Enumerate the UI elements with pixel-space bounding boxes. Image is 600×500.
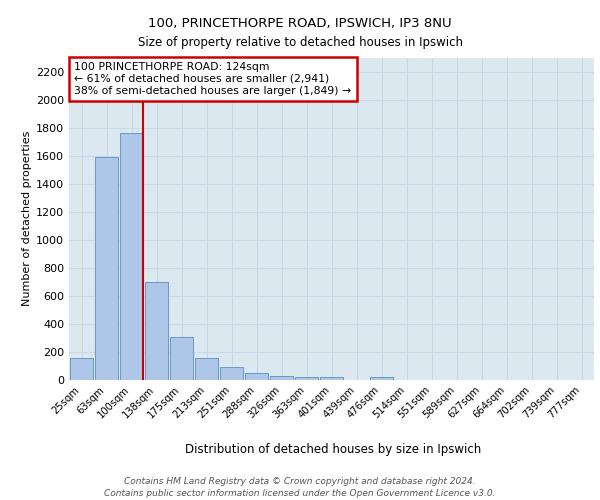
Y-axis label: Number of detached properties: Number of detached properties [22, 131, 32, 306]
Text: Distribution of detached houses by size in Ipswich: Distribution of detached houses by size … [185, 442, 481, 456]
Text: 100, PRINCETHORPE ROAD, IPSWICH, IP3 8NU: 100, PRINCETHORPE ROAD, IPSWICH, IP3 8NU [148, 18, 452, 30]
Bar [120, 133, 143, 380]
Bar [95, 157, 118, 380]
Bar [70, 358, 93, 380]
Text: Size of property relative to detached houses in Ipswich: Size of property relative to detached ho… [137, 36, 463, 49]
Bar [370, 377, 393, 380]
Text: Contains HM Land Registry data © Crown copyright and database right 2024.: Contains HM Land Registry data © Crown c… [124, 478, 476, 486]
Bar [170, 336, 193, 380]
Bar [195, 358, 218, 380]
Bar [270, 376, 293, 380]
Bar [145, 282, 168, 380]
Bar [220, 368, 243, 380]
Bar [295, 377, 318, 380]
Bar [245, 373, 268, 380]
Text: Contains public sector information licensed under the Open Government Licence v3: Contains public sector information licen… [104, 489, 496, 498]
Bar [320, 377, 343, 380]
Text: 100 PRINCETHORPE ROAD: 124sqm
← 61% of detached houses are smaller (2,941)
38% o: 100 PRINCETHORPE ROAD: 124sqm ← 61% of d… [74, 62, 352, 96]
